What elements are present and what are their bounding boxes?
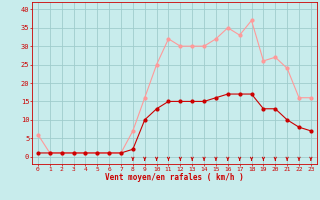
X-axis label: Vent moyen/en rafales ( km/h ): Vent moyen/en rafales ( km/h ) [105, 173, 244, 182]
